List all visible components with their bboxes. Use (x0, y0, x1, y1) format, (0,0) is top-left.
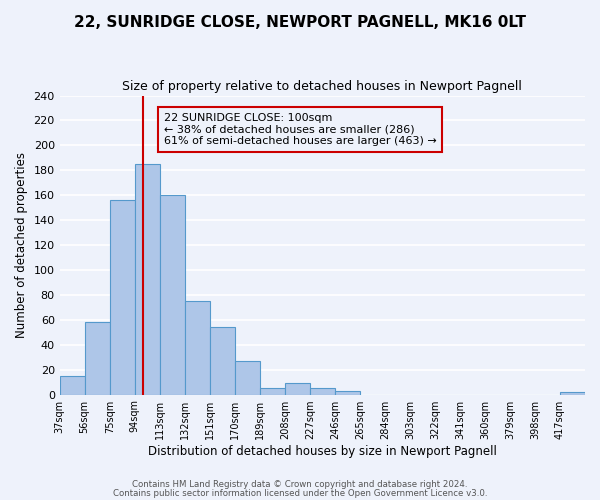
Bar (335, 391, 360, 394)
Bar (235, 361, 260, 394)
Text: 22 SUNRIDGE CLOSE: 100sqm
← 38% of detached houses are smaller (286)
61% of semi: 22 SUNRIDGE CLOSE: 100sqm ← 38% of detac… (164, 113, 436, 146)
Title: Size of property relative to detached houses in Newport Pagnell: Size of property relative to detached ho… (122, 80, 522, 93)
X-axis label: Distribution of detached houses by size in Newport Pagnell: Distribution of detached houses by size … (148, 444, 497, 458)
Bar (59, 376, 85, 394)
Bar (185, 301, 210, 394)
Text: Contains public sector information licensed under the Open Government Licence v3: Contains public sector information licen… (113, 489, 487, 498)
Bar (85, 322, 110, 394)
Bar (135, 164, 160, 394)
Y-axis label: Number of detached properties: Number of detached properties (15, 152, 28, 338)
Bar (560, 392, 585, 394)
Text: Contains HM Land Registry data © Crown copyright and database right 2024.: Contains HM Land Registry data © Crown c… (132, 480, 468, 489)
Text: 22, SUNRIDGE CLOSE, NEWPORT PAGNELL, MK16 0LT: 22, SUNRIDGE CLOSE, NEWPORT PAGNELL, MK1… (74, 15, 526, 30)
Bar (285, 384, 310, 394)
Bar (210, 328, 235, 394)
Bar (160, 195, 185, 394)
Bar (110, 200, 135, 394)
Bar (260, 388, 285, 394)
Bar (310, 388, 335, 394)
